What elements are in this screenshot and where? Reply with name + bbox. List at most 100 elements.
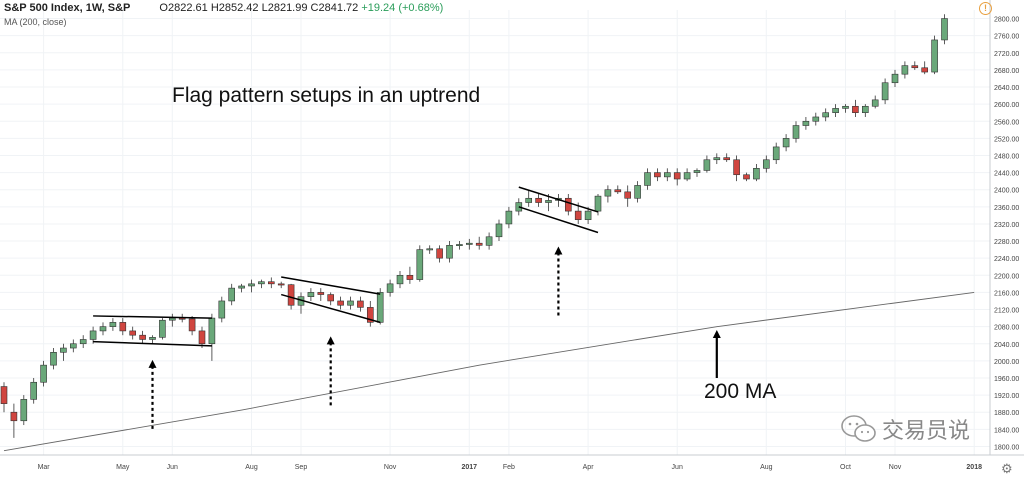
candle-up (713, 157, 721, 161)
candle-up (782, 138, 790, 148)
flag-lower-line (280, 293, 381, 324)
candle-up (30, 381, 38, 400)
candle-down (357, 300, 364, 308)
candle-down (673, 172, 681, 180)
y-tick-label: 2280.00 (994, 239, 1019, 246)
candle-down (654, 172, 661, 178)
indicator-label[interactable]: MA (200, close) (4, 17, 67, 27)
candle-up (89, 330, 97, 340)
candle-up (307, 292, 315, 297)
candle-up (20, 399, 28, 422)
candle-up (525, 197, 533, 203)
y-tick-label: 1880.00 (994, 410, 1019, 417)
candle-up (169, 317, 176, 321)
candle-up (703, 159, 711, 171)
watermark-text: 交易员说 (882, 419, 971, 444)
price-grid (0, 10, 990, 455)
candle-up (456, 244, 463, 246)
gear-icon[interactable]: ⚙ (1001, 461, 1013, 476)
candle-up (931, 39, 938, 73)
chart-title: Flag pattern setups in an uptrend (172, 84, 481, 107)
candle-down (564, 197, 572, 212)
candle-down (406, 274, 414, 280)
candle-up (149, 337, 156, 340)
watermark: 交易员说 (840, 413, 970, 445)
y-tick-label: 2760.00 (994, 34, 1019, 41)
x-tick-label: Oct (840, 464, 851, 471)
x-tick-label: Feb (503, 464, 515, 471)
y-tick-label: 2720.00 (994, 51, 1019, 58)
y-tick-label: 2440.00 (994, 171, 1019, 178)
change-value: +19.24 (+0.68%) (361, 2, 444, 14)
ma-arrow-head (712, 330, 721, 338)
candle-up (693, 170, 701, 173)
candle-up (416, 249, 424, 280)
candle-up (832, 108, 839, 113)
y-tick-label: 1960.00 (994, 376, 1019, 383)
candle-up (60, 347, 67, 353)
y-tick-label: 2600.00 (994, 102, 1019, 109)
flag-arrow-3-head (554, 246, 563, 255)
x-tick-label: 2017 (462, 464, 478, 471)
candle-down (366, 307, 374, 323)
flag-lower-line (518, 206, 599, 234)
x-tick-label: May (116, 464, 130, 471)
y-tick-label: 2480.00 (994, 153, 1019, 160)
candle-up (248, 283, 255, 287)
x-tick-label: 2018 (966, 464, 982, 471)
candle-up (159, 319, 166, 338)
candle-up (79, 339, 87, 345)
candle-up (426, 248, 434, 251)
y-tick-label: 2000.00 (994, 359, 1019, 366)
candle-up (208, 317, 216, 345)
candle-down (535, 197, 542, 203)
candle-up (772, 146, 780, 161)
candle-down (723, 157, 731, 161)
alert-icon[interactable]: ! (979, 2, 992, 15)
candle-up (604, 189, 612, 197)
candle-up (634, 185, 641, 199)
candle-down (267, 281, 275, 285)
y-tick-label: 2360.00 (994, 205, 1019, 212)
candle-down (475, 242, 483, 246)
candle-down (911, 65, 919, 69)
y-tick-label: 1800.00 (994, 444, 1019, 451)
candle-up (842, 105, 849, 109)
x-tick-label: Jun (167, 464, 178, 471)
candle-down (139, 334, 146, 340)
candle-down (317, 292, 325, 295)
y-tick-label: 1840.00 (994, 427, 1019, 434)
flag-patterns (93, 186, 599, 347)
candle-up (228, 287, 235, 302)
candle-down (624, 191, 632, 199)
candle-down (852, 105, 859, 113)
candle-up (594, 195, 602, 212)
x-tick-label: Nov (889, 464, 902, 471)
candle-down (614, 189, 622, 193)
candle-up (753, 168, 760, 180)
candle-down (327, 294, 335, 302)
candle-up (50, 352, 57, 366)
candle-up (485, 236, 493, 246)
candle-up (218, 300, 226, 319)
y-tick-label: 2040.00 (994, 342, 1019, 349)
x-tick-label: Sep (295, 464, 308, 471)
y-tick-label: 2320.00 (994, 222, 1019, 229)
annotation-arrows (148, 246, 721, 430)
y-tick-label: 2080.00 (994, 325, 1019, 332)
candle-up (99, 326, 107, 332)
candle-down (188, 318, 196, 332)
candle-down (574, 210, 582, 220)
symbol-label[interactable]: S&P 500 Index, 1W, S&P (4, 2, 131, 14)
chart-header: S&P 500 Index, 1W, S&P O2822.61 H2852.42… (4, 2, 443, 14)
candle-down (733, 159, 740, 176)
candle-up (792, 125, 800, 139)
candle-down (436, 248, 443, 259)
flag-upper-line (281, 276, 381, 295)
candle-up (822, 112, 830, 118)
y-tick-label: 2560.00 (994, 119, 1019, 126)
candle-up (446, 245, 453, 259)
flag-arrow-2-head (326, 336, 335, 345)
candle-up (663, 172, 671, 178)
